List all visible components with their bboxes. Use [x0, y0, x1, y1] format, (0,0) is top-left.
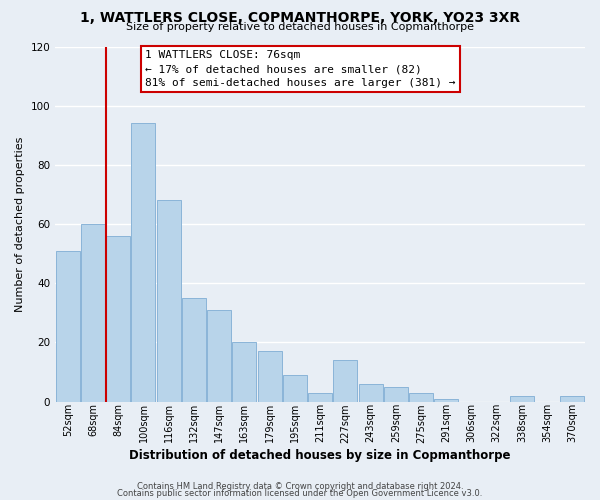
- Y-axis label: Number of detached properties: Number of detached properties: [15, 136, 25, 312]
- Bar: [157, 200, 181, 402]
- Bar: [308, 393, 332, 402]
- Bar: [81, 224, 105, 402]
- Bar: [56, 250, 80, 402]
- Bar: [131, 124, 155, 402]
- Text: Size of property relative to detached houses in Copmanthorpe: Size of property relative to detached ho…: [126, 22, 474, 32]
- Bar: [560, 396, 584, 402]
- Bar: [434, 398, 458, 402]
- Bar: [106, 236, 130, 402]
- Text: 1, WATTLERS CLOSE, COPMANTHORPE, YORK, YO23 3XR: 1, WATTLERS CLOSE, COPMANTHORPE, YORK, Y…: [80, 11, 520, 25]
- Text: 1 WATTLERS CLOSE: 76sqm
← 17% of detached houses are smaller (82)
81% of semi-de: 1 WATTLERS CLOSE: 76sqm ← 17% of detache…: [145, 50, 456, 88]
- Bar: [283, 375, 307, 402]
- Bar: [510, 396, 534, 402]
- Bar: [182, 298, 206, 402]
- Bar: [359, 384, 383, 402]
- Bar: [384, 387, 408, 402]
- Bar: [334, 360, 357, 402]
- Bar: [409, 393, 433, 402]
- Bar: [207, 310, 231, 402]
- Text: Contains public sector information licensed under the Open Government Licence v3: Contains public sector information licen…: [118, 488, 482, 498]
- Bar: [232, 342, 256, 402]
- Text: Contains HM Land Registry data © Crown copyright and database right 2024.: Contains HM Land Registry data © Crown c…: [137, 482, 463, 491]
- X-axis label: Distribution of detached houses by size in Copmanthorpe: Distribution of detached houses by size …: [130, 450, 511, 462]
- Bar: [257, 352, 281, 402]
